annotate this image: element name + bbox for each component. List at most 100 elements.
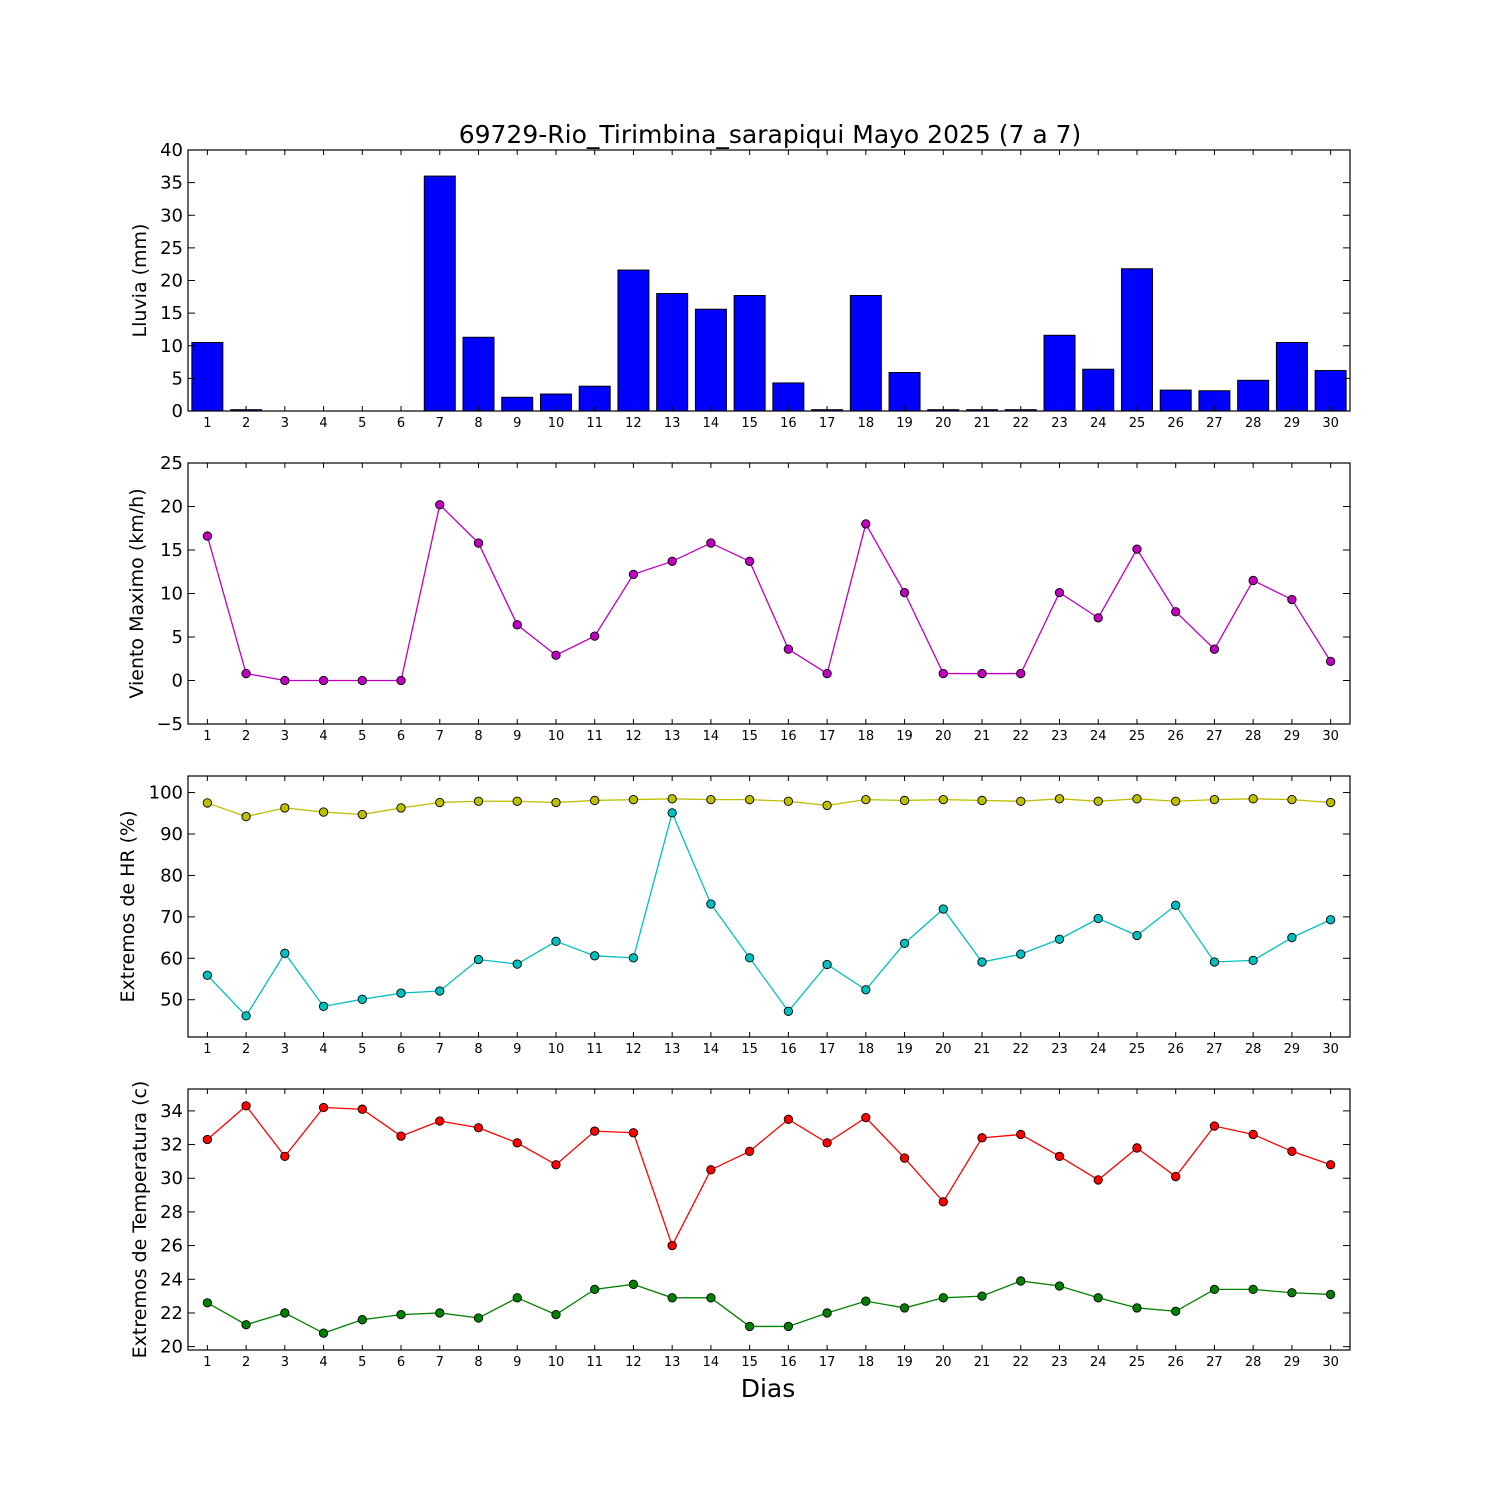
point-series-1-day-27 <box>1209 644 1220 654</box>
x-tick-label: 30 <box>1322 1355 1339 1370</box>
point-series-1-day-10 <box>551 1160 561 1170</box>
y-tick-label: 15 <box>160 303 183 324</box>
bar-day-8 <box>462 336 495 412</box>
x-tick-label: 10 <box>548 729 565 744</box>
x-tick-label: 23 <box>1051 729 1068 744</box>
y-tick-label: 10 <box>160 336 183 357</box>
point-series-1-day-25 <box>1132 1143 1142 1153</box>
bar-day-18 <box>849 295 882 412</box>
bar-day-19 <box>888 372 921 412</box>
x-tick-label: 2 <box>242 416 250 431</box>
x-tick-label: 7 <box>436 1355 444 1370</box>
point-series-2-day-9 <box>512 1293 522 1303</box>
x-tick-label: 4 <box>319 1355 327 1370</box>
y-axis-label: Viento Maximo (km/h) <box>126 488 148 698</box>
point-series-2-day-11 <box>590 1284 600 1295</box>
point-series-2-day-28 <box>1248 955 1258 966</box>
point-series-2-day-2 <box>241 1320 251 1330</box>
axes-frame <box>187 149 1351 412</box>
x-tick-label: 8 <box>474 729 482 744</box>
bar-day-23 <box>1043 334 1076 412</box>
x-tick-label: 26 <box>1167 1042 1184 1057</box>
x-tick-label: 1 <box>203 1355 211 1370</box>
point-series-2-day-29 <box>1287 932 1297 943</box>
point-series-1-day-30 <box>1325 656 1336 667</box>
x-tick-label: 3 <box>281 1355 289 1370</box>
y-tick-label: 28 <box>160 1202 183 1223</box>
bar-day-13 <box>656 293 689 412</box>
point-series-2-day-15 <box>744 1321 755 1332</box>
point-series-1-day-27 <box>1209 794 1220 805</box>
x-tick-label: 11 <box>586 1355 603 1370</box>
point-series-1-day-7 <box>435 1116 445 1126</box>
x-tick-label: 5 <box>358 416 366 431</box>
y-tick-label: 15 <box>160 540 183 561</box>
x-tick-label: 28 <box>1245 1355 1262 1370</box>
y-tick-label: 20 <box>160 497 183 518</box>
point-series-1-day-14 <box>706 538 716 548</box>
x-tick-label: 16 <box>780 1355 797 1370</box>
point-series-1-day-2 <box>241 668 251 679</box>
x-tick-label: 2 <box>242 729 250 744</box>
point-series-1-day-6 <box>396 1131 406 1141</box>
x-tick-label: 13 <box>664 1355 681 1370</box>
x-tick-label: 8 <box>474 1042 482 1057</box>
point-series-2-day-12 <box>628 953 639 963</box>
point-series-1-day-29 <box>1287 794 1297 805</box>
point-series-1-day-4 <box>318 675 329 686</box>
x-tick-label: 4 <box>319 416 327 431</box>
point-series-2-day-7 <box>435 986 445 996</box>
point-series-1-day-13 <box>667 794 677 804</box>
panel-lluvia: 1 2 3 4 5 6 7 8 9 10 11 12 13 14 15 16 17 18 19 20 21 22 23 24 2… <box>129 140 1351 431</box>
y-tick-label: 10 <box>160 584 183 605</box>
x-tick-label: 8 <box>474 416 482 431</box>
point-series-1-day-22 <box>1016 1129 1026 1140</box>
point-series-1-day-25 <box>1132 544 1142 554</box>
chart-title: 69729-Rio_Tirimbina_sarapiqui Mayo 2025 … <box>459 120 1082 149</box>
point-series-1-day-5 <box>357 809 367 820</box>
x-tick-label: 30 <box>1322 729 1339 744</box>
y-tick-label: 24 <box>160 1269 183 1290</box>
x-tick-label: 20 <box>935 1355 952 1370</box>
x-tick-label: 15 <box>741 729 758 744</box>
point-series-2-day-8 <box>473 1313 484 1323</box>
x-tick-label: 19 <box>896 416 913 431</box>
point-series-1-day-26 <box>1171 1171 1181 1182</box>
x-tick-label: 2 <box>242 1355 250 1370</box>
point-series-1-day-30 <box>1325 797 1336 808</box>
y-tick-label: 70 <box>160 907 183 928</box>
x-tick-label: 9 <box>513 1042 521 1057</box>
point-series-1-day-5 <box>357 1104 367 1114</box>
x-tick-label: 25 <box>1129 416 1146 431</box>
point-series-1-day-4 <box>318 1102 329 1113</box>
point-series-1-day-21 <box>977 668 987 679</box>
bar-day-28 <box>1237 379 1270 412</box>
point-series-1-day-9 <box>512 1138 522 1148</box>
point-series-1-day-24 <box>1093 1175 1103 1185</box>
y-tick-label: −5 <box>156 714 183 735</box>
point-series-1-day-19 <box>899 587 910 598</box>
point-series-2-day-4 <box>318 1328 329 1338</box>
x-tick-label: 27 <box>1206 729 1223 744</box>
x-tick-label: 22 <box>1012 1355 1029 1370</box>
x-tick-label: 19 <box>896 1042 913 1057</box>
point-series-1-day-20 <box>938 1197 948 1207</box>
point-series-1-day-16 <box>783 644 794 654</box>
x-tick-label: 24 <box>1090 729 1107 744</box>
point-series-1-day-11 <box>590 631 600 641</box>
y-tick-label: 0 <box>172 671 183 692</box>
x-tick-label: 9 <box>513 1355 521 1370</box>
x-tick-label: 9 <box>513 416 521 431</box>
point-series-2-day-25 <box>1132 930 1142 941</box>
y-tick-label: 0 <box>172 401 183 422</box>
x-tick-label: 19 <box>896 1355 913 1370</box>
point-series-2-day-8 <box>473 954 484 965</box>
y-tick-label: 30 <box>160 1168 183 1189</box>
point-series-2-day-19 <box>899 1303 910 1313</box>
point-series-1-day-15 <box>744 794 755 805</box>
point-series-1-day-26 <box>1171 796 1181 806</box>
x-tick-label: 13 <box>664 416 681 431</box>
point-series-1-day-29 <box>1287 1146 1297 1156</box>
x-tick-label: 16 <box>780 1042 797 1057</box>
point-series-1-day-4 <box>318 807 329 817</box>
